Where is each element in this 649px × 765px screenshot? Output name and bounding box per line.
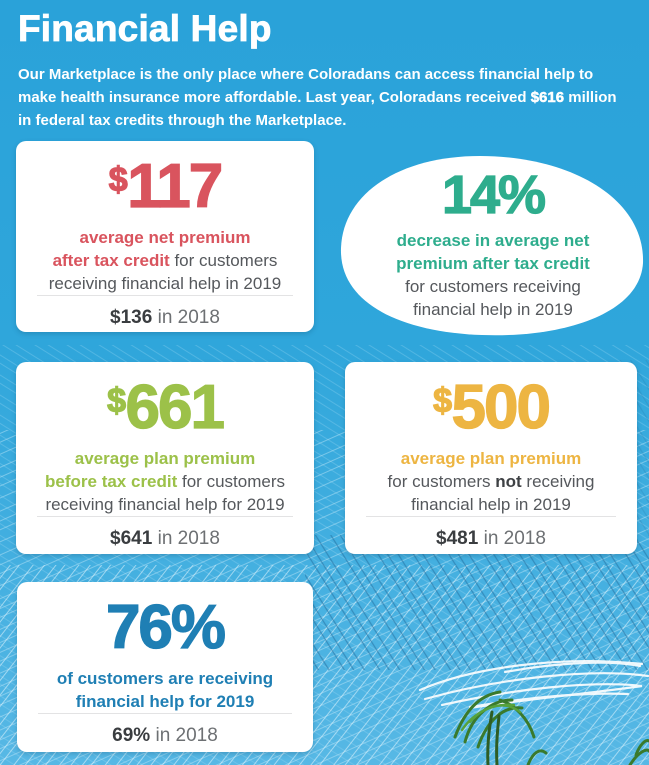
stat-description: average plan premium before tax credit fo… — [45, 449, 285, 515]
corner-plant-illustration — [628, 739, 649, 765]
stat-card-plan-premium-before-credit: $661 average plan premium before tax cred… — [16, 362, 314, 554]
currency-symbol: $ — [432, 382, 452, 420]
oval-content: 14% decrease in average net premium after… — [366, 156, 620, 330]
stat-oval-decrease-percent: 14% decrease in average net premium after… — [338, 148, 648, 342]
page-header: Financial Help Our Marketplace is the on… — [18, 8, 638, 132]
divider — [37, 516, 293, 518]
stat-card-net-premium-after-credit: $117 average net premium after tax credit… — [16, 141, 314, 332]
tree-illustration — [453, 690, 548, 765]
stat-number-text: 14 — [441, 165, 500, 226]
divider — [38, 713, 292, 715]
intro-paragraph: Our Marketplace is the only place where … — [18, 66, 617, 129]
previous-year-row: 69% in 2018 — [31, 713, 299, 752]
stat-description: decrease in average net premium after tax… — [396, 230, 590, 319]
previous-year-row: $136 in 2018 — [30, 295, 300, 334]
stat-value: $500 — [432, 373, 552, 442]
divider — [366, 516, 616, 518]
stat-suffix: % — [497, 165, 546, 226]
stat-value: $661 — [106, 373, 226, 442]
previous-year-value: $641 in 2018 — [110, 528, 220, 550]
stat-value: 76% — [105, 593, 226, 662]
highlight-oval — [340, 156, 644, 336]
page-title: Financial Help — [18, 8, 272, 50]
stat-value: $117 — [108, 152, 224, 221]
previous-year-row: $641 in 2018 — [30, 516, 300, 555]
currency-symbol: $ — [108, 161, 128, 199]
cloud-scribble-illustration — [418, 660, 649, 710]
stat-card-plan-premium-no-help: $500 average plan premium for customers n… — [345, 362, 637, 554]
stat-number-text: 76 — [105, 593, 173, 662]
dark-crosshatch-patch — [305, 360, 649, 670]
stat-card-customers-receiving-help: 76% of customers are receiving financial … — [17, 582, 313, 752]
currency-symbol: $ — [106, 382, 126, 420]
stat-description: average net premium after tax credit for … — [48, 228, 282, 294]
previous-year-value: 69% in 2018 — [112, 725, 218, 747]
stat-number-text: 117 — [127, 152, 224, 221]
stat-number-text: 500 — [451, 373, 552, 442]
stat-description: average plan premium for customers not re… — [387, 449, 595, 515]
stat-suffix: % — [170, 593, 226, 662]
previous-year-value: $136 in 2018 — [110, 307, 220, 329]
stat-value: 14% — [441, 165, 546, 226]
stat-number-text: 661 — [125, 373, 226, 442]
previous-year-row: $481 in 2018 — [359, 516, 623, 555]
stat-description: of customers are receiving financial help… — [56, 669, 274, 712]
divider — [37, 295, 293, 297]
previous-year-value: $481 in 2018 — [436, 528, 546, 550]
